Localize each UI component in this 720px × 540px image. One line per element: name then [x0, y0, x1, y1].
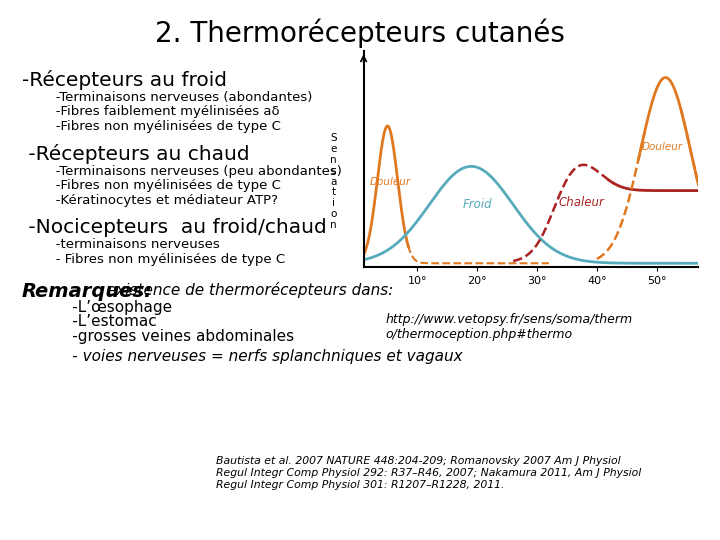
Text: -Terminaisons nerveuses (peu abondantes): -Terminaisons nerveuses (peu abondantes): [43, 165, 342, 178]
Text: Bautista et al. 2007 NATURE 448:204-209; Romanovsky 2007 Am J Physiol
Regul Inte: Bautista et al. 2007 NATURE 448:204-209;…: [216, 456, 642, 489]
Text: Douleur: Douleur: [370, 177, 411, 186]
Text: -terminaisons nerveuses: -terminaisons nerveuses: [43, 238, 220, 251]
Text: -L’estomac: -L’estomac: [43, 314, 157, 329]
Text: Douleur: Douleur: [642, 142, 683, 152]
Text: -Terminaisons nerveuses (abondantes): -Terminaisons nerveuses (abondantes): [43, 91, 312, 104]
Text: existence de thermorécepteurs dans:: existence de thermorécepteurs dans:: [102, 282, 394, 299]
Text: -Récepteurs au froid: -Récepteurs au froid: [22, 70, 227, 90]
Text: S
e
n
s
a
t
i
o
n: S e n s a t i o n: [330, 133, 337, 230]
Text: Froid: Froid: [462, 198, 492, 211]
Text: -Fibres non myélinisées de type C: -Fibres non myélinisées de type C: [43, 120, 281, 133]
Text: -Fibres faiblement myélinisées aδ: -Fibres faiblement myélinisées aδ: [43, 105, 280, 118]
Text: - Fibres non myélinisées de type C: - Fibres non myélinisées de type C: [43, 253, 285, 266]
Text: Remarques:: Remarques:: [22, 282, 153, 301]
Text: -Nocicepteurs  au froid/chaud: -Nocicepteurs au froid/chaud: [22, 218, 326, 237]
Text: -Kératinocytes et médiateur ATP?: -Kératinocytes et médiateur ATP?: [43, 194, 278, 207]
Text: http://www.vetopsy.fr/sens/soma/therm
o/thermoception.php#thermo: http://www.vetopsy.fr/sens/soma/therm o/…: [385, 313, 632, 341]
Text: -Récepteurs au chaud: -Récepteurs au chaud: [22, 144, 249, 164]
Text: -L’œsophage: -L’œsophage: [43, 300, 172, 315]
Text: Chaleur: Chaleur: [559, 196, 605, 209]
Text: 2. Thermorécepteurs cutanés: 2. Thermorécepteurs cutanés: [155, 19, 565, 49]
Text: -grosses veines abdominales: -grosses veines abdominales: [43, 329, 294, 344]
Text: -Fibres non myélinisées de type C: -Fibres non myélinisées de type C: [43, 179, 281, 192]
Text: - voies nerveuses = nerfs splanchniques et vagaux: - voies nerveuses = nerfs splanchniques …: [43, 349, 463, 364]
